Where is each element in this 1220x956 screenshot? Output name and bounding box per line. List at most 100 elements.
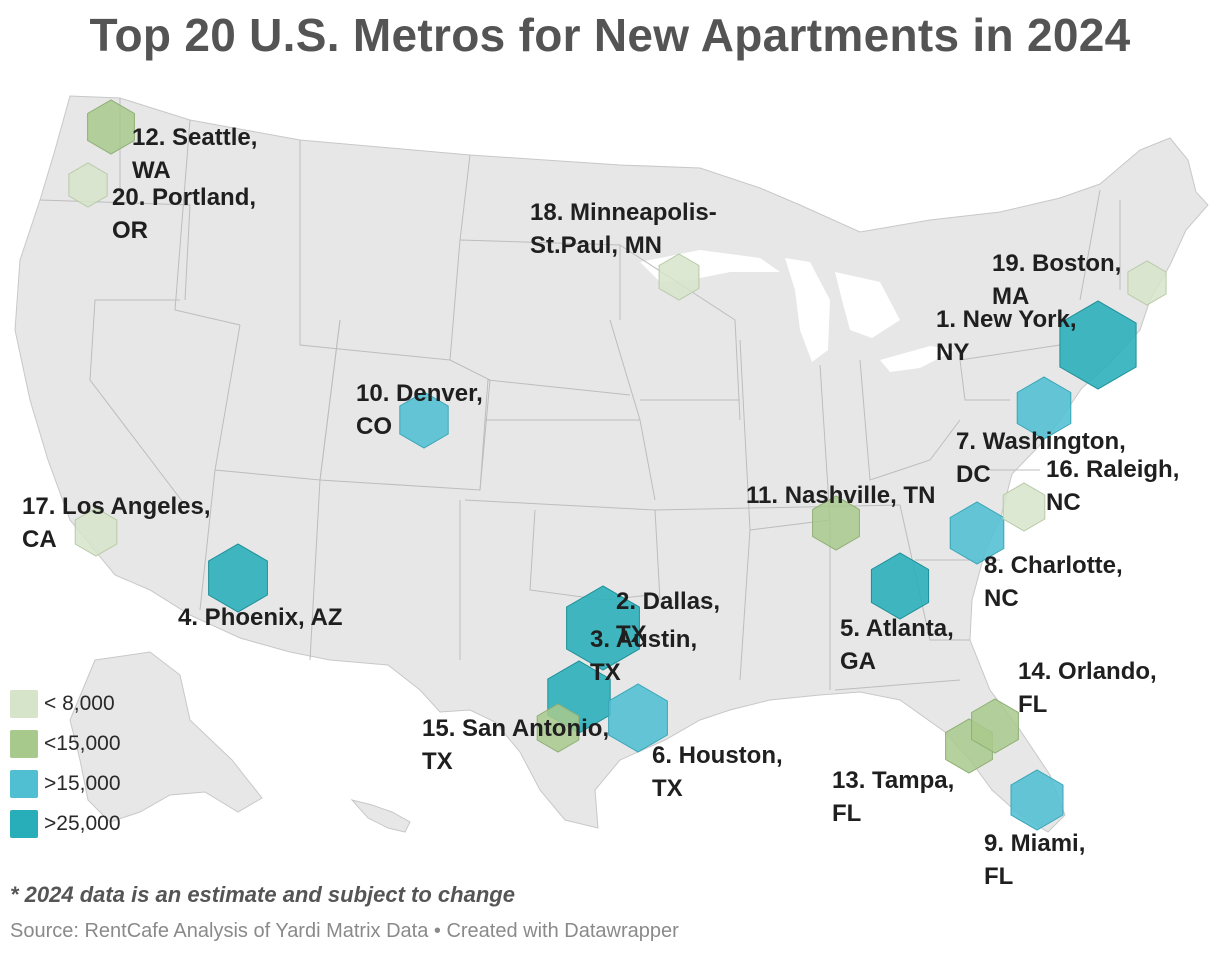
metro-label-15: 15. San Antonio, TX	[422, 715, 609, 775]
metro-label-line: 16. Raleigh,	[1046, 456, 1179, 483]
metro-label-line: CA	[22, 526, 57, 553]
metro-label-line: DC	[956, 461, 991, 488]
metro-label-line: NC	[984, 585, 1019, 612]
metro-hex-10[interactable]	[399, 391, 449, 449]
metro-label-line: MA	[992, 283, 1029, 310]
metro-label-1: 1. New York, NY	[936, 306, 1077, 366]
metro-label-5: 5. Atlanta, GA	[840, 615, 954, 675]
legend-label: <15,000	[44, 732, 121, 755]
metro-label-6: 6. Houston, TX	[652, 742, 783, 802]
metro-hex-14[interactable]	[971, 698, 1019, 754]
metro-label-line: 10. Denver,	[356, 380, 483, 407]
metro-labels: 1. New York, NY2. Dallas, TX3. Austin, TX4.…	[22, 124, 1179, 890]
alaska	[69, 651, 263, 823]
metro-label-line: 1. New York,	[936, 306, 1077, 333]
metro-label-line: FL	[1018, 691, 1047, 718]
metro-label-line: 12. Seattle,	[132, 124, 257, 151]
legend-swatch-under-8000	[10, 690, 38, 718]
lake-erie	[880, 346, 955, 372]
metro-label-8: 8. Charlotte, NC	[984, 552, 1123, 612]
metro-label-line: GA	[840, 648, 876, 675]
legend-item: >15,000	[10, 764, 121, 804]
chart-title: Top 20 U.S. Metros for New Apartments in…	[89, 9, 1131, 61]
metro-hex-7[interactable]	[1016, 376, 1072, 440]
metro-hex-6[interactable]	[608, 683, 668, 753]
metro-markers	[68, 99, 1167, 831]
metro-hex-4[interactable]	[208, 543, 268, 613]
metro-label-2: 2. Dallas, TX	[616, 588, 720, 648]
metro-hex-11[interactable]	[812, 495, 860, 551]
legend-item: >25,000	[10, 804, 121, 844]
metro-label-line: 4. Phoenix, AZ	[178, 604, 342, 631]
legend-label: < 8,000	[44, 692, 115, 715]
metro-label-line: 7. Washington,	[956, 428, 1126, 455]
metro-hex-19[interactable]	[1127, 260, 1167, 306]
metro-label-line: TX	[590, 659, 621, 686]
metro-label-line: 5. Atlanta,	[840, 615, 954, 642]
metro-label-16: 16. Raleigh, NC	[1046, 456, 1179, 516]
metro-label-line: FL	[984, 863, 1013, 890]
metro-label-line: 3. Austin,	[590, 626, 697, 653]
footnote: * 2024 data is an estimate and subject t…	[10, 882, 515, 907]
legend-swatch-over-15000	[10, 770, 38, 798]
metro-label-line: 2. Dallas,	[616, 588, 720, 615]
source-line: Source: RentCafe Analysis of Yardi Matri…	[10, 920, 679, 942]
metro-hex-2[interactable]	[566, 585, 640, 671]
metro-label-19: 19. Boston, MA	[992, 250, 1121, 310]
metro-label-line: TX	[422, 748, 453, 775]
metro-label-line: 8. Charlotte,	[984, 552, 1123, 579]
metro-label-18: 18. Minneapolis- St.Paul, MN	[530, 199, 717, 259]
metro-label-line: 13. Tampa,	[832, 767, 954, 794]
metro-label-13: 13. Tampa, FL	[832, 767, 954, 827]
legend: < 8,000 <15,000 >15,000 >25,000	[10, 684, 121, 844]
metro-hex-15[interactable]	[536, 703, 580, 753]
lake-michigan	[785, 258, 830, 362]
metro-label-line: 11. Nashville, TN	[746, 482, 935, 509]
metro-hex-18[interactable]	[658, 253, 700, 301]
metro-label-line: 17. Los Angeles,	[22, 493, 211, 520]
metro-hex-20[interactable]	[68, 162, 108, 208]
metro-label-7: 7. Washington, DC	[956, 428, 1126, 488]
legend-label: >25,000	[44, 812, 121, 835]
legend-label: >15,000	[44, 772, 121, 795]
metro-label-line: 19. Boston,	[992, 250, 1121, 277]
metro-label-line: NC	[1046, 489, 1081, 516]
metro-label-11: 11. Nashville, TN	[746, 482, 935, 509]
metro-label-9: 9. Miami, FL	[984, 830, 1085, 890]
us-outline	[14, 95, 1209, 833]
metro-label-line: 14. Orlando,	[1018, 658, 1157, 685]
metro-label-10: 10. Denver, CO	[356, 380, 483, 440]
metro-label-17: 17. Los Angeles, CA	[22, 493, 211, 553]
metro-hex-1[interactable]	[1059, 300, 1137, 390]
metro-label-3: 3. Austin, TX	[590, 626, 697, 686]
metro-label-line: FL	[832, 800, 861, 827]
metro-hex-9[interactable]	[1010, 769, 1064, 831]
metro-label-line: 20. Portland,	[112, 184, 256, 211]
metro-label-line: CO	[356, 413, 392, 440]
lake-huron	[835, 272, 900, 338]
metro-label-line: TX	[616, 621, 647, 648]
metro-label-20: 20. Portland, OR	[112, 184, 256, 244]
metro-label-14: 14. Orlando, FL	[1018, 658, 1157, 718]
metro-label-line: 9. Miami,	[984, 830, 1085, 857]
metro-label-4: 4. Phoenix, AZ	[178, 604, 342, 631]
metro-hex-5[interactable]	[870, 552, 930, 620]
metro-label-line: TX	[652, 775, 683, 802]
legend-swatch-over-25000	[10, 810, 38, 838]
legend-item: <15,000	[10, 724, 121, 764]
metro-label-line: NY	[936, 339, 969, 366]
legend-item: < 8,000	[10, 684, 121, 724]
metro-label-line: 15. San Antonio,	[422, 715, 609, 742]
metro-label-line: WA	[132, 157, 171, 184]
metro-hex-17[interactable]	[74, 507, 118, 557]
hawaii	[350, 799, 411, 833]
metro-label-line: St.Paul, MN	[530, 232, 662, 259]
metro-label-line: 6. Houston,	[652, 742, 783, 769]
metro-label-line: OR	[112, 217, 148, 244]
metro-hex-12[interactable]	[87, 99, 135, 155]
legend-swatch-under-15000	[10, 730, 38, 758]
metro-label-line: 18. Minneapolis-	[530, 199, 717, 226]
metro-hex-16[interactable]	[1002, 482, 1046, 532]
metro-label-12: 12. Seattle, WA	[132, 124, 257, 184]
